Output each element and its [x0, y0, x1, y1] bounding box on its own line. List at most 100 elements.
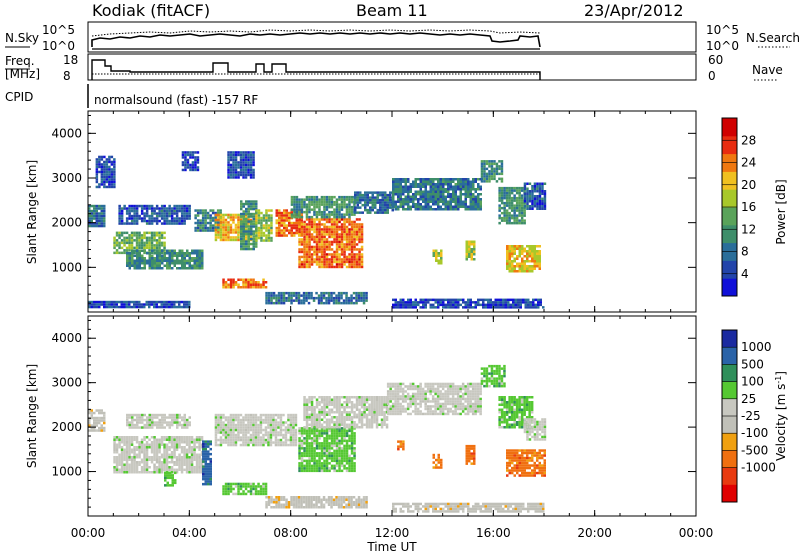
velocity-cell — [143, 463, 146, 466]
power-cell — [503, 209, 506, 212]
velocity-cell — [190, 461, 194, 464]
power-cell — [175, 217, 179, 220]
power-cell — [307, 301, 311, 305]
power-cell — [148, 246, 151, 250]
power-cell — [138, 303, 141, 306]
power-cell — [204, 209, 207, 212]
power-cell — [359, 211, 362, 214]
power-cell — [184, 153, 187, 157]
power-cell — [465, 250, 468, 253]
power-cell — [178, 305, 181, 309]
power-cell — [507, 298, 510, 302]
power-cell — [242, 202, 245, 206]
velocity-cell — [145, 471, 149, 474]
power-cell — [181, 163, 185, 167]
velocity-cell — [224, 436, 228, 439]
power-cell — [204, 211, 207, 215]
velocity-cell — [163, 446, 166, 449]
velocity-cell — [239, 413, 243, 417]
power-cell — [313, 198, 316, 201]
power-cell — [404, 190, 407, 193]
velocity-cell — [140, 448, 144, 451]
velocity-cell — [188, 438, 191, 441]
velocity-cell — [269, 438, 273, 442]
power-cell — [305, 294, 308, 297]
velocity-cell — [308, 462, 311, 465]
velocity-cell — [183, 468, 186, 471]
power-cell — [178, 217, 181, 220]
power-cell — [527, 306, 530, 309]
velocity-cell — [259, 428, 263, 432]
power-cell — [237, 228, 240, 232]
power-cell — [449, 183, 452, 186]
power-cell — [211, 216, 215, 220]
power-cell — [293, 195, 296, 199]
velocity-cell — [126, 421, 129, 424]
velocity-cell — [170, 471, 174, 474]
power-cell — [340, 235, 344, 239]
power-cell — [308, 240, 311, 244]
power-cell — [348, 200, 351, 204]
power-cell — [333, 218, 336, 221]
power-cell — [153, 239, 156, 242]
velocity-cell — [279, 428, 283, 432]
power-cell — [442, 185, 445, 188]
power-cell — [183, 300, 186, 304]
velocity-cell — [289, 426, 293, 429]
power-cell — [201, 229, 205, 232]
power-cell — [397, 306, 400, 309]
power-cell — [242, 278, 245, 281]
power-cell — [350, 238, 354, 241]
velocity-cell — [318, 432, 321, 435]
power-cell — [298, 240, 301, 244]
power-cell — [335, 200, 339, 204]
power-cell — [310, 220, 314, 224]
velocity-cell — [168, 416, 171, 419]
power-cell — [404, 185, 407, 188]
power-cell — [508, 214, 511, 217]
velocity-cell — [244, 418, 248, 422]
velocity-cell — [207, 440, 210, 443]
velocity-cell — [219, 416, 223, 419]
power-cell — [325, 218, 329, 221]
power-cell — [417, 178, 420, 181]
power-cell — [219, 211, 222, 215]
power-cell — [500, 216, 504, 220]
power-cell — [123, 241, 126, 245]
power-cell — [345, 218, 349, 221]
velocity-cell — [207, 450, 210, 453]
power-cell — [506, 262, 509, 265]
power-cell — [533, 197, 537, 200]
power-cell — [118, 217, 121, 220]
velocity-cell — [133, 426, 136, 429]
power-cell — [469, 200, 472, 203]
power-cell — [133, 214, 136, 218]
velocity-cell — [237, 426, 240, 429]
power-cell — [447, 306, 450, 309]
power-cell — [508, 270, 511, 273]
velocity-cell — [183, 438, 186, 441]
velocity-cell — [130, 463, 134, 466]
power-cell — [328, 215, 331, 219]
power-cell — [280, 299, 283, 302]
power-cell — [350, 296, 353, 300]
power-cell — [345, 235, 349, 239]
velocity-cell — [267, 416, 270, 419]
velocity-cell — [207, 455, 210, 458]
power-cell — [278, 229, 281, 232]
power-cell — [275, 301, 278, 305]
power-cell — [399, 205, 402, 208]
velocity-cell — [158, 446, 161, 449]
power-cell — [429, 183, 432, 186]
power-cell — [148, 249, 151, 252]
power-cell — [427, 198, 430, 201]
power-cell — [151, 254, 154, 257]
power-cell — [434, 185, 437, 188]
velocity-cell — [176, 423, 179, 427]
power-cell — [229, 173, 233, 177]
power-cell — [298, 218, 301, 221]
power-cell — [538, 252, 541, 255]
power-cell — [150, 217, 154, 220]
velocity-cell — [308, 427, 311, 430]
power-cell — [189, 163, 192, 167]
